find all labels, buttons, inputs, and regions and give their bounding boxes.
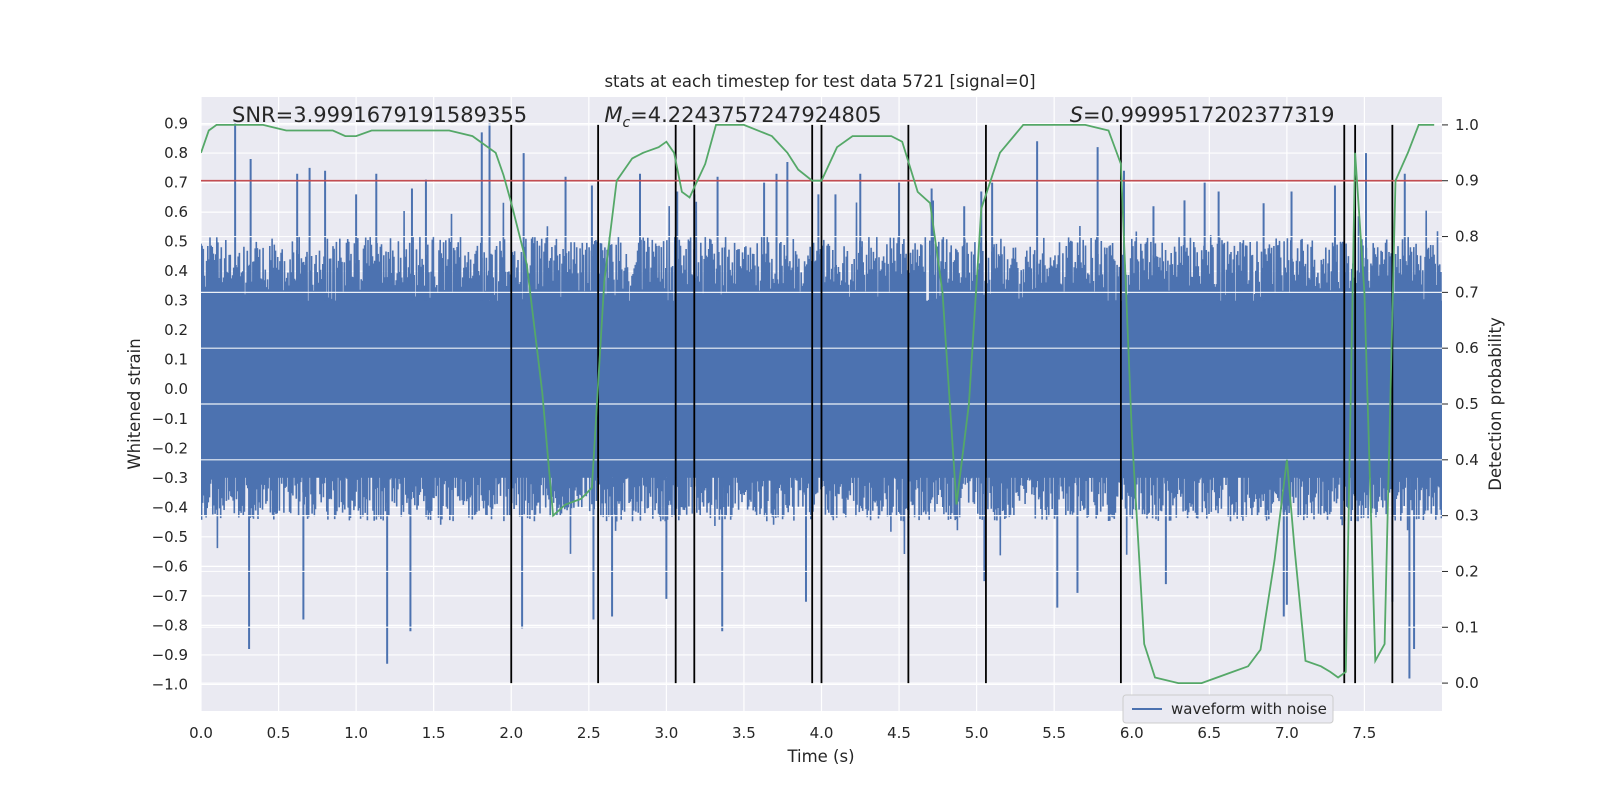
y2-tick-label: 0.5 [1455,395,1479,413]
y-tick-label: 0.4 [164,262,188,280]
y2-tick-label: 0.1 [1455,618,1479,636]
y2-tick-label: 0.0 [1455,674,1479,692]
y-tick-label: 0.6 [164,203,188,221]
stat-annotation: Mc=4.2243757247924805 [604,103,881,131]
legend-label-waveform: waveform with noise [1171,700,1327,718]
y-tick-label: 0.2 [164,321,188,339]
y-tick-label: −0.7 [152,587,188,605]
x-tick-label: 7.5 [1353,724,1377,742]
y-tick-label: −0.3 [152,469,188,487]
x-tick-label: 5.0 [965,724,989,742]
x-axis-label: Time (s) [786,747,854,766]
y-tick-label: −1.0 [152,675,188,693]
y2-tick-label: 0.7 [1455,283,1479,301]
probability-series [201,124,1435,684]
y2-tick-label: 1.0 [1455,116,1479,134]
y2-axis-ticks: 1.0 0.9 0.8 0.7 0.6 0.5 0.4 0.3 0.2 0.1 0.0 [1442,116,1479,692]
y-tick-label: 0.0 [164,380,188,398]
y-tick-label: 0.3 [164,292,188,310]
y2-axis-label: Detection probability [1486,317,1505,491]
x-tick-label: 4.0 [810,724,834,742]
y2-tick-label: 0.2 [1455,562,1479,580]
y-tick-label: 0.5 [164,233,188,251]
stat-annotation: S=0.9999517202377319 [1070,103,1335,127]
y-axis-ticks: 0.9 0.8 0.7 0.6 0.5 0.4 0.3 0.2 0.1 0.0 −0.1 −0.2 −0… [152,115,188,694]
x-tick-label: 3.5 [732,724,756,742]
x-tick-label: 3.0 [654,724,678,742]
y2-tick-label: 0.8 [1455,228,1479,246]
y-tick-label: −0.6 [152,557,188,575]
y-tick-label: −0.1 [152,410,188,428]
probability-line [201,124,1435,684]
x-tick-label: 2.0 [499,724,523,742]
stat-annotation: SNR=3.9991679191589355 [232,103,527,127]
x-tick-label: 0.0 [189,724,213,742]
y-tick-label: −0.2 [152,439,188,457]
event-lines [201,124,1442,684]
y-tick-label: −0.9 [152,646,188,664]
y-tick-label: 0.9 [164,115,188,133]
chart-title: stats at each timestep for test data 572… [604,72,1035,91]
legend-box [1122,694,1334,724]
x-tick-label: 1.0 [344,724,368,742]
y-tick-label: −0.5 [152,528,188,546]
stats-annotations: SNR=3.9991679191589355 Mc=4.2243757247924… [232,103,1334,131]
x-tick-label: 2.5 [577,724,601,742]
x-tick-label: 6.5 [1197,724,1221,742]
legend: waveform with noise [1122,694,1334,724]
y2-tick-label: 0.4 [1455,451,1479,469]
y2-tick-label: 0.6 [1455,339,1479,357]
x-tick-label: 1.5 [422,724,446,742]
y-tick-label: −0.4 [152,498,188,516]
x-axis-ticks: 0.0 0.5 1.0 1.5 2.0 2.5 3.0 3.5 4.0 4.5 5.0 5.5 6.0 6… [189,724,1376,742]
y2-tick-label: 0.9 [1455,172,1479,190]
y-tick-label: 0.7 [164,174,188,192]
x-tick-label: 0.5 [267,724,291,742]
y-axis-label: Whitened strain [125,338,144,469]
x-tick-label: 5.5 [1042,724,1066,742]
y-tick-label: 0.1 [164,351,188,369]
x-tick-label: 4.5 [887,724,911,742]
y-tick-label: 0.8 [164,144,188,162]
y-tick-label: −0.8 [152,616,188,634]
x-tick-label: 7.0 [1275,724,1299,742]
x-tick-label: 6.0 [1120,724,1144,742]
y2-tick-label: 0.3 [1455,507,1479,525]
